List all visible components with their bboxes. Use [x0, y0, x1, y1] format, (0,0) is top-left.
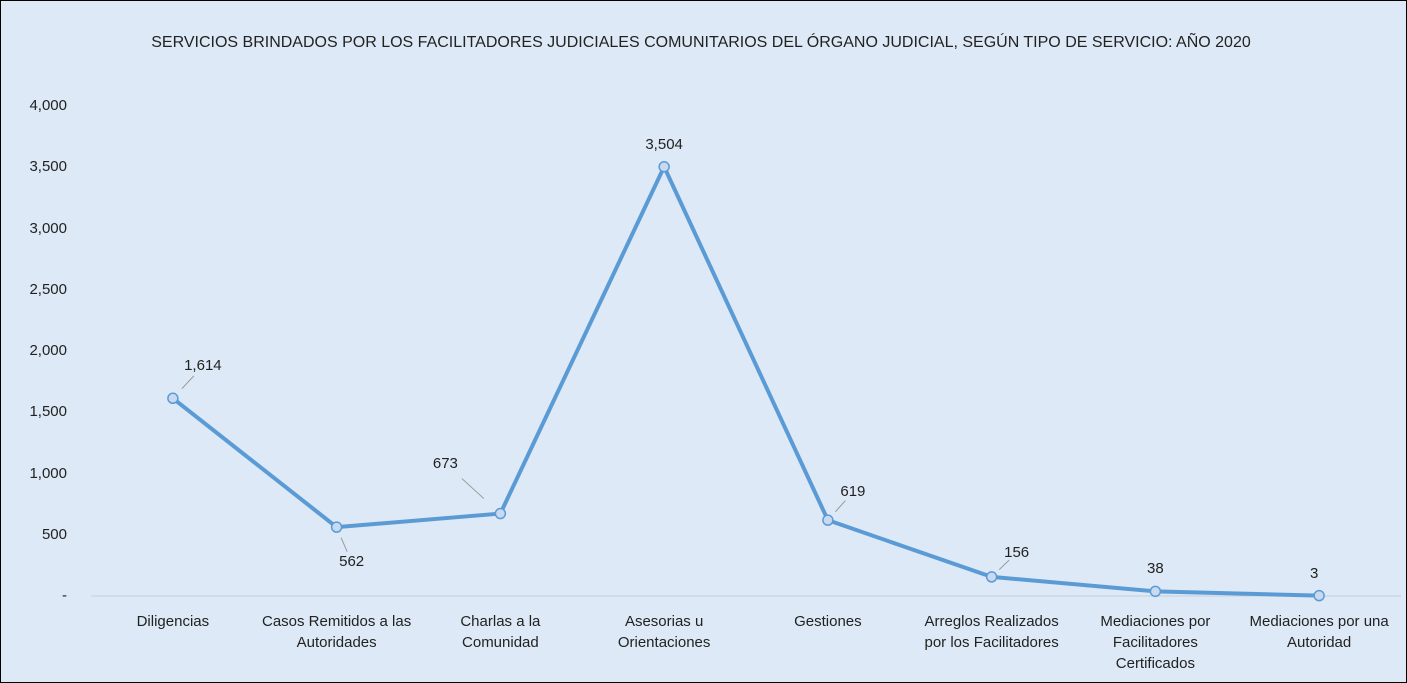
leader-line [835, 500, 846, 513]
data-label: 1,614 [184, 357, 222, 375]
data-label: 673 [432, 454, 458, 472]
y-tick-label: 500 [41, 525, 67, 543]
data-point [1149, 585, 1162, 598]
x-tick-label: Asesorias u Orientaciones [617, 613, 711, 651]
data-label: 562 [339, 553, 365, 571]
y-tick-label: 1,000 [29, 464, 67, 482]
y-tick-label: 2,500 [29, 280, 67, 298]
y-tick-label: 3,500 [29, 158, 67, 176]
data-line [171, 164, 1320, 598]
data-point [1313, 589, 1325, 602]
data-label: 156 [1004, 543, 1030, 561]
x-tick-label: Charlas a la Comunidad [460, 613, 541, 651]
data-label: 3 [1309, 564, 1319, 582]
data-point [822, 514, 834, 526]
data-label: 3,504 [645, 135, 683, 153]
chart-title: SERVICIOS BRINDADOS POR LOS FACILITADORE… [151, 34, 1251, 51]
x-tick-label: Mediaciones por una Autoridad [1249, 613, 1389, 651]
data-label: 619 [840, 483, 866, 501]
leader-line [340, 537, 348, 552]
x-tick-label: Mediaciones por Facilitadores Certificad… [1100, 613, 1211, 672]
data-point [167, 392, 179, 405]
data-label: 38 [1147, 560, 1164, 578]
leader-line [461, 478, 485, 499]
leader-line [998, 559, 1010, 571]
x-tick-label: Diligencias [136, 613, 210, 630]
y-tick-label: 3,000 [29, 219, 67, 237]
y-tick-label: 1,500 [29, 403, 67, 421]
data-point [330, 521, 343, 533]
data-point [658, 161, 670, 173]
x-tick-label: Arreglos Realizados por los Facilitadore… [924, 613, 1059, 651]
data-point [494, 507, 507, 520]
data-point [985, 571, 998, 583]
y-tick-label: - [62, 587, 67, 604]
x-tick-label: Casos Remitidos a las Autoridades [262, 613, 412, 651]
y-tick-label: 2,000 [29, 342, 67, 359]
y-tick-label: 4,000 [29, 97, 67, 114]
leader-line [181, 375, 195, 390]
x-tick-label: Gestiones [794, 613, 862, 630]
